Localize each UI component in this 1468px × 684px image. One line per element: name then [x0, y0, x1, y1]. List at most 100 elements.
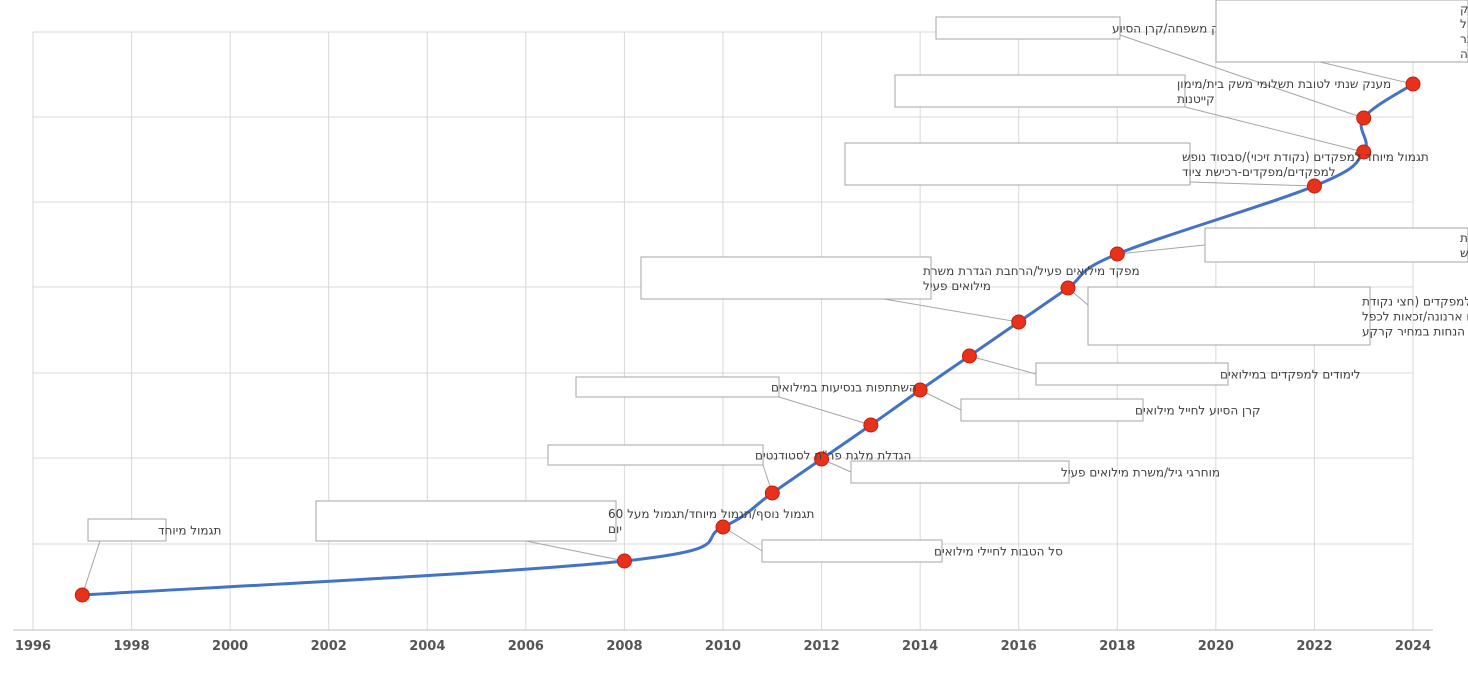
event-marker	[1011, 314, 1027, 330]
annotation-text: תגמול מיוחד למפקדים (חצי נקודת	[1362, 295, 1468, 309]
event-marker	[1306, 178, 1322, 194]
annotation-label: תגמול מיוחד למפקדים (נקודת זיכוי)/סבסוד …	[844, 142, 1429, 186]
annotation-box	[1215, 0, 1468, 63]
annotation-label: לימודים למפקדים במילואים	[1035, 362, 1360, 386]
x-tick-label: 2004	[409, 639, 445, 654]
annotation-leader	[969, 355, 1037, 375]
annotation-text: מענק הוצאות אישיות מוגדל/מענק	[1460, 2, 1468, 16]
event-marker	[814, 451, 830, 467]
annotation-leader	[778, 396, 872, 426]
annotation-label: קרן הסיוע לחייל מילואים	[960, 398, 1261, 422]
annotation-leader	[525, 540, 625, 562]
annotation-box	[87, 518, 167, 542]
x-tick-label: 1996	[15, 639, 51, 654]
x-tick-label: 2000	[212, 639, 248, 654]
annotation-leader	[1189, 181, 1315, 187]
annotation-text: תגמול נוסף/תגמול מיוחד/תגמול מעל 60	[608, 507, 814, 521]
annotation-text: מפקד מילואים פעיל/הרחבת הגדרת משרת	[923, 264, 1140, 278]
x-tick-label: 2012	[803, 639, 839, 654]
annotation-text: מענק משפחה/קרן הסיוע	[1112, 22, 1240, 36]
x-tick-label: 1998	[113, 639, 149, 654]
annotation-text: הגדלת מלגת פר"ח לסטודנטים	[755, 449, 911, 463]
x-tick-label: 2008	[606, 639, 642, 654]
x-tick-label: 2020	[1198, 639, 1234, 654]
annotation-box	[575, 376, 780, 398]
x-tick-label: 2010	[705, 639, 741, 654]
event-marker	[863, 417, 879, 433]
annotation-text: תגמול מיוחד למפקדים (נקודת זיכוי)/סבסוד …	[1182, 150, 1429, 164]
event-marker	[764, 485, 780, 501]
annotation-label: השתתפות בנסיעות במילואים	[575, 376, 917, 398]
event-marker	[1405, 76, 1421, 92]
annotation-leader	[81, 540, 101, 596]
annotation-labels: תגמול מיוחד תגמול נוסף/תגמול מיוחד/תגמול …	[87, 0, 1468, 563]
annotation-leader	[883, 298, 1019, 323]
annotation-text: נפשי משלים/מלגת סטודנטים/שובר	[1460, 32, 1468, 46]
marker-layer	[74, 76, 1421, 603]
annotation-text: תגמול מיוחד	[158, 524, 221, 538]
annotation-box	[640, 256, 932, 300]
event-marker	[1060, 280, 1076, 296]
annotation-leader	[1117, 244, 1206, 255]
annotation-label: טיסה חופשית למוזיאונים/הכרה בהכשרתמפקדים…	[1204, 227, 1468, 263]
event-marker	[715, 519, 731, 535]
annotation-label: מענק הוצאות אישיות מוגדל/מענקמשפחות מיוח…	[1215, 0, 1468, 63]
x-axis: 1996 1998 2000 2002 2004 2006 2008 2010 2012 2014…	[13, 629, 1433, 654]
annotation-text: קייטנות	[1177, 92, 1215, 106]
event-marker	[912, 382, 928, 398]
x-tick-label: 2022	[1296, 639, 1332, 654]
event-marker	[1109, 246, 1125, 262]
event-marker	[1356, 110, 1372, 126]
annotation-box	[761, 539, 943, 563]
annotation-leaders	[81, 34, 1414, 596]
annotation-text: מפקדים לגמו"ש	[1460, 246, 1468, 260]
annotation-leader	[1184, 106, 1364, 153]
annotation-box	[547, 444, 764, 466]
event-marker	[961, 348, 977, 364]
annotation-text: לימודים למפקדים במילואים	[1220, 368, 1360, 382]
annotation-text: מוחרגי גיל/משרת מילואים פעיל	[1061, 466, 1220, 480]
annotation-text: מילואים פעיל	[923, 279, 991, 293]
annotation-text: טיסה חופשית למוזיאונים/הכרה בהכשרת	[1460, 231, 1468, 245]
annotation-text: סל הטבות לחיילי מילואים	[934, 545, 1063, 559]
annotation-box	[935, 16, 1121, 40]
annotation-text: חופשה/מענק לחימה/מענק התמדה	[1460, 47, 1468, 61]
annotation-text: הנחות במחיר קרקע	[1362, 325, 1465, 339]
x-tick-label: 2018	[1099, 639, 1135, 654]
annotation-text: מענק שנתי לטובת תשלומי משק בית/מימון	[1177, 77, 1391, 91]
event-marker	[616, 553, 632, 569]
series-line	[82, 82, 1414, 597]
x-tick-label: 2006	[508, 639, 544, 654]
annotation-label: תגמול מיוחד	[87, 518, 221, 542]
annotation-label: מענק משפחה/קרן הסיוע	[935, 16, 1240, 40]
annotation-label: סל הטבות לחיילי מילואים	[761, 539, 1063, 563]
annotation-box	[315, 500, 617, 542]
annotation-text: יום	[608, 522, 622, 536]
annotation-label: מענק שנתי לטובת תשלומי משק בית/מימוןקייט…	[894, 74, 1391, 108]
annotation-leader	[1119, 34, 1364, 119]
annotation-label: הגדלת מלגת פר"ח לסטודנטים	[547, 444, 911, 466]
annotation-box	[1204, 227, 1468, 263]
annotation-text: קרן הסיוע לחייל מילואים	[1135, 404, 1261, 418]
annotation-box	[850, 460, 1070, 484]
event-marker	[1356, 144, 1372, 160]
x-tick-label: 2024	[1395, 639, 1431, 654]
annotation-leader	[919, 389, 962, 411]
annotation-text: זיכוי)/הנחה בתשלום ארנונה/זכאות לכפל	[1362, 310, 1468, 324]
annotation-label: מוחרגי גיל/משרת מילואים פעיל	[850, 460, 1220, 484]
event-marker	[74, 587, 90, 603]
annotation-text: השתתפות בנסיעות במילואים	[771, 381, 917, 395]
annotation-box	[960, 398, 1144, 422]
annotation-label: מפקד מילואים פעיל/הרחבת הגדרת משרתמילואי…	[640, 256, 1140, 300]
x-tick-label: 2016	[1001, 639, 1037, 654]
annotation-box	[894, 74, 1186, 108]
x-tick-label: 2014	[902, 639, 938, 654]
annotation-box	[1087, 286, 1371, 346]
annotation-leader	[722, 526, 763, 552]
annotation-box	[1035, 362, 1229, 386]
annotation-text: למפקדים/מפקדים-רכישת ציוד	[1182, 165, 1336, 179]
annotation-leader	[1319, 61, 1414, 85]
